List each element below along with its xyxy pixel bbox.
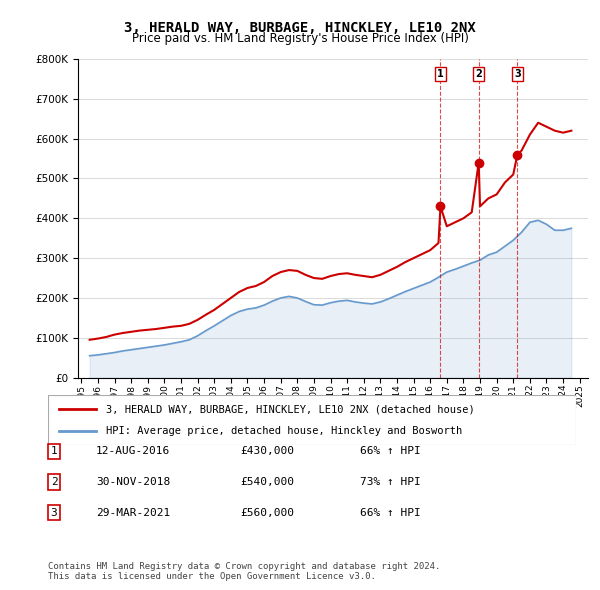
Text: 1: 1 <box>50 447 58 456</box>
Text: 1: 1 <box>437 68 444 78</box>
Text: 3, HERALD WAY, BURBAGE, HINCKLEY, LE10 2NX (detached house): 3, HERALD WAY, BURBAGE, HINCKLEY, LE10 2… <box>106 404 475 414</box>
Text: 2: 2 <box>50 477 58 487</box>
Text: 12-AUG-2016: 12-AUG-2016 <box>96 447 170 456</box>
Text: 3: 3 <box>50 508 58 517</box>
Text: 3: 3 <box>514 68 521 78</box>
Text: £430,000: £430,000 <box>240 447 294 456</box>
Text: 2: 2 <box>475 68 482 78</box>
FancyBboxPatch shape <box>48 395 576 445</box>
Text: 30-NOV-2018: 30-NOV-2018 <box>96 477 170 487</box>
Text: 73% ↑ HPI: 73% ↑ HPI <box>360 477 421 487</box>
Text: 29-MAR-2021: 29-MAR-2021 <box>96 508 170 517</box>
Text: 66% ↑ HPI: 66% ↑ HPI <box>360 447 421 456</box>
Text: £560,000: £560,000 <box>240 508 294 517</box>
Text: 66% ↑ HPI: 66% ↑ HPI <box>360 508 421 517</box>
Text: £540,000: £540,000 <box>240 477 294 487</box>
Text: Price paid vs. HM Land Registry's House Price Index (HPI): Price paid vs. HM Land Registry's House … <box>131 32 469 45</box>
Text: 3, HERALD WAY, BURBAGE, HINCKLEY, LE10 2NX: 3, HERALD WAY, BURBAGE, HINCKLEY, LE10 2… <box>124 21 476 35</box>
Text: Contains HM Land Registry data © Crown copyright and database right 2024.
This d: Contains HM Land Registry data © Crown c… <box>48 562 440 581</box>
Text: HPI: Average price, detached house, Hinckley and Bosworth: HPI: Average price, detached house, Hinc… <box>106 427 463 437</box>
